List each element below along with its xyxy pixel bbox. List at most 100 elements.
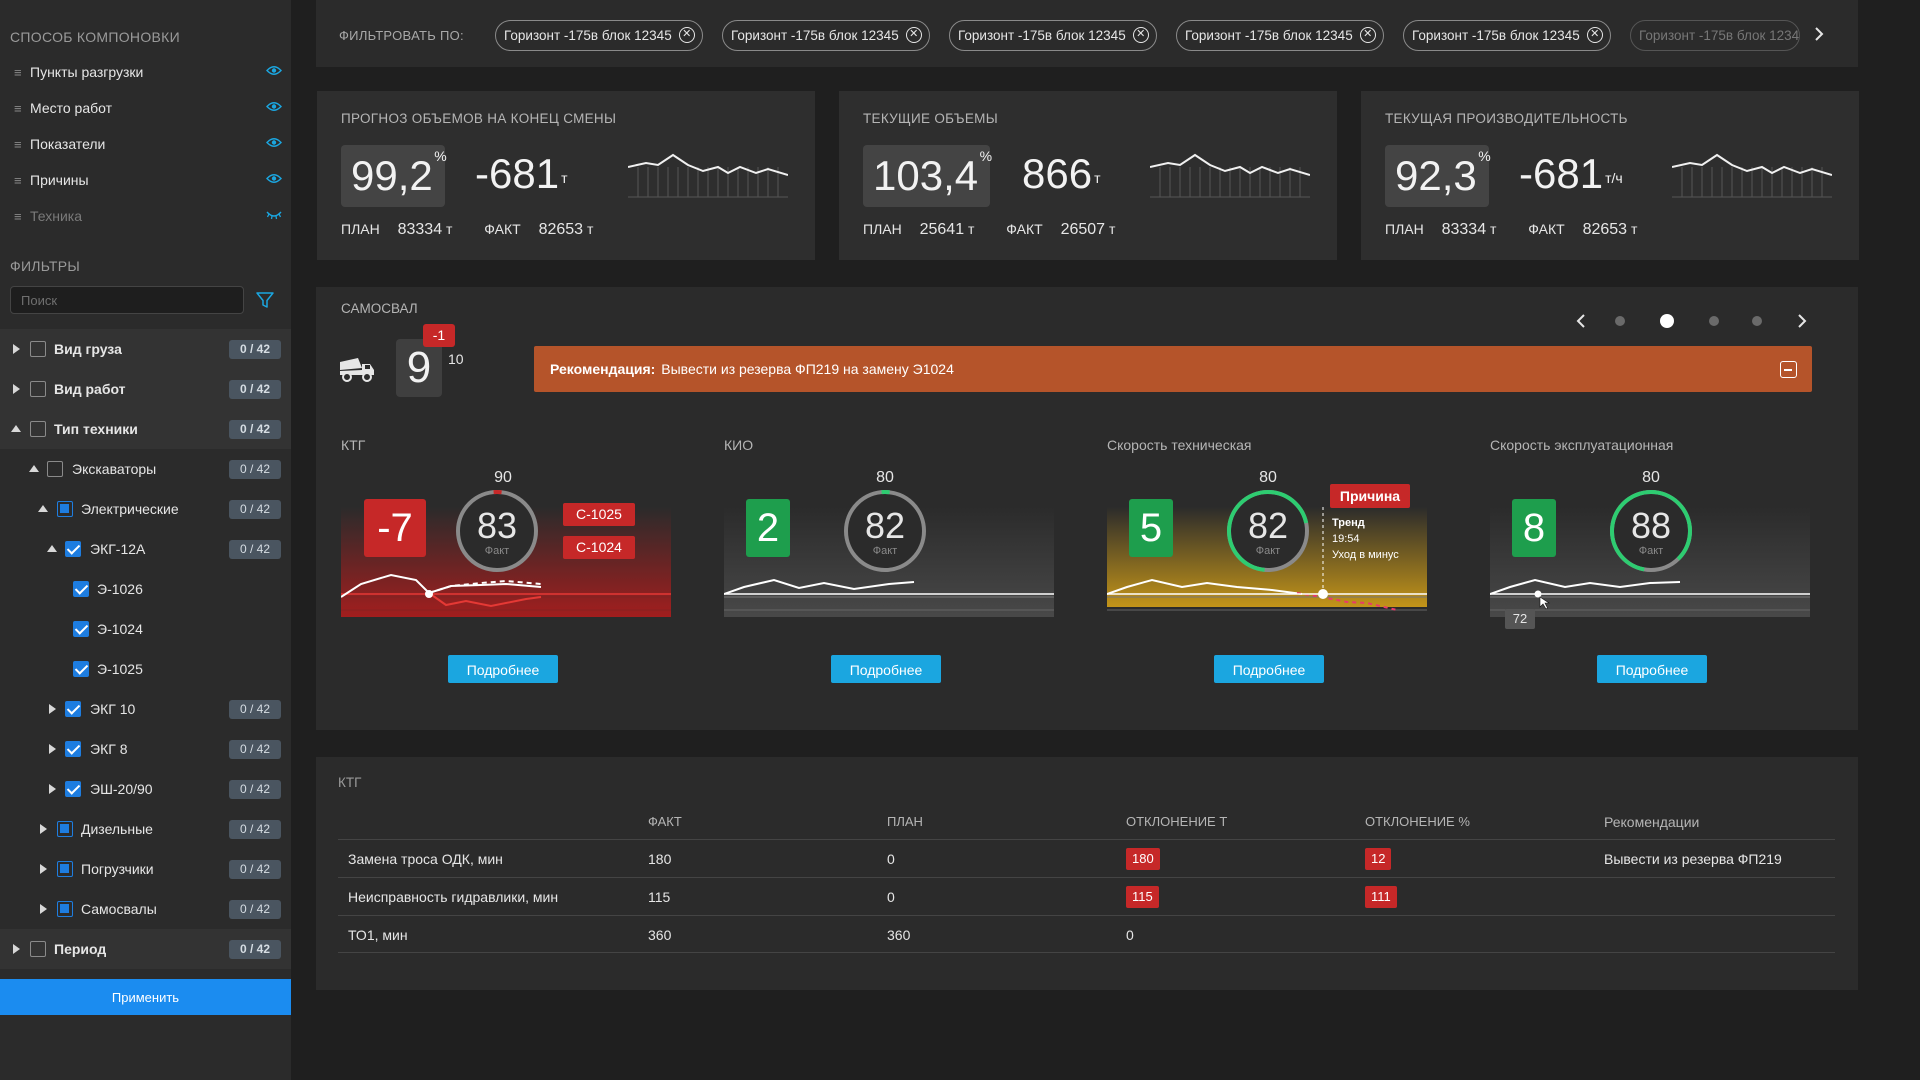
checkbox-checked[interactable] [65,781,81,797]
tree-row-e-1025[interactable]: Э-1025 [0,649,291,689]
checkbox-checked[interactable] [73,581,89,597]
eye-icon[interactable] [266,137,282,148]
filter-icon[interactable] [255,290,275,310]
column-header-deviation-t[interactable]: ОТКЛОНЕНИЕ Т [1126,814,1228,829]
drag-handle-icon[interactable]: ≡ [14,100,22,116]
pager-dot[interactable] [1615,316,1625,326]
tag-c1025[interactable]: С-1025 [563,503,635,526]
close-icon[interactable]: ✕ [1359,27,1376,43]
checkbox-checked[interactable] [73,621,89,637]
layout-item-unloading[interactable]: ≡ Пункты разгрузки [14,62,282,82]
drag-handle-icon[interactable]: ≡ [14,172,22,188]
tree-row-ekg-8[interactable]: ЭКГ 8 0 / 42 [0,729,291,769]
checkbox-partial[interactable] [57,501,73,517]
checkbox[interactable] [30,421,46,437]
close-icon[interactable]: ✕ [1586,27,1603,43]
filter-chip[interactable]: Горизонт -175в блок 12345 [1630,20,1800,51]
drag-handle-icon[interactable]: ≡ [14,64,22,80]
details-button[interactable]: Подробнее [1214,655,1324,683]
expand-arrow-icon[interactable] [40,864,47,874]
tree-row-cargo-type[interactable]: Вид груза 0 / 42 [0,329,291,369]
checkbox[interactable] [30,341,46,357]
drag-handle-icon[interactable]: ≡ [14,136,22,152]
checkbox-checked[interactable] [73,661,89,677]
expand-arrow-icon[interactable] [49,784,56,794]
filter-chip[interactable]: Горизонт -175в блок 12345 ✕ [722,20,930,51]
tree-row-loaders[interactable]: Погрузчики 0 / 42 [0,849,291,889]
details-button[interactable]: Подробнее [831,655,941,683]
table-row[interactable]: Неисправность гидравлики, мин 115 0 115 … [338,877,1835,915]
checkbox-checked[interactable] [65,741,81,757]
reason-badge[interactable]: Причина [1330,484,1410,508]
search-input[interactable] [10,286,244,314]
eye-icon[interactable] [266,101,282,112]
pager-dot-active[interactable] [1660,314,1674,328]
expand-arrow-icon[interactable] [49,704,56,714]
checkbox-partial[interactable] [57,861,73,877]
eye-off-icon[interactable] [266,209,282,220]
eye-icon[interactable] [266,173,282,184]
expand-arrow-icon[interactable] [13,944,20,954]
column-header-plan[interactable]: ПЛАН [887,814,923,829]
filter-chip[interactable]: Горизонт -175в блок 12345 ✕ [495,20,703,51]
collapse-arrow-icon[interactable] [29,465,39,472]
tree-row-work-type[interactable]: Вид работ 0 / 42 [0,369,291,409]
checkbox[interactable] [30,381,46,397]
expand-arrow-icon[interactable] [13,344,20,354]
checkbox-checked[interactable] [65,701,81,717]
collapse-arrow-icon[interactable] [11,425,21,432]
apply-button[interactable]: Применить [0,979,291,1015]
filter-chip[interactable]: Горизонт -175в блок 12345 ✕ [1403,20,1611,51]
eye-icon[interactable] [266,65,282,76]
tree-row-ekg-12a[interactable]: ЭКГ-12А 0 / 42 [0,529,291,569]
pager-dot[interactable] [1752,316,1762,326]
tree-row-e-1026[interactable]: Э-1026 [0,569,291,609]
close-icon[interactable]: ✕ [905,27,922,43]
checkbox[interactable] [47,461,63,477]
tree-row-ekg-10[interactable]: ЭКГ 10 0 / 42 [0,689,291,729]
count-badge: 0 / 42 [229,460,281,479]
pager-dot[interactable] [1709,316,1719,326]
checkbox[interactable] [30,941,46,957]
tree-row-diesel[interactable]: Дизельные 0 / 42 [0,809,291,849]
expand-arrow-icon[interactable] [40,904,47,914]
column-header-recommendations[interactable]: Рекомендации [1604,814,1700,830]
close-icon[interactable]: ✕ [678,27,695,43]
details-button[interactable]: Подробнее [448,655,558,683]
tree-row-e-1024[interactable]: Э-1024 [0,609,291,649]
tag-c1024[interactable]: С-1024 [563,536,635,559]
chevron-right-icon[interactable] [1793,310,1811,332]
tree-row-excavators[interactable]: Экскаваторы 0 / 42 [0,449,291,489]
minimize-icon[interactable] [1780,361,1797,378]
tree-row-electric[interactable]: Электрические 0 / 42 [0,489,291,529]
chevron-right-icon[interactable] [1807,20,1831,48]
chevron-left-icon[interactable] [1572,310,1590,332]
tree-row-period[interactable]: Период 0 / 42 [0,929,291,969]
layout-item-workplace[interactable]: ≡ Место работ [14,98,282,118]
close-icon[interactable]: ✕ [1132,27,1149,43]
expand-arrow-icon[interactable] [13,384,20,394]
layout-item-indicators[interactable]: ≡ Показатели [14,134,282,154]
tree-row-equipment-type[interactable]: Тип техники 0 / 42 [0,409,291,449]
collapse-arrow-icon[interactable] [47,545,57,552]
details-button[interactable]: Подробнее [1597,655,1707,683]
checkbox-partial[interactable] [57,901,73,917]
layout-item-equipment[interactable]: ≡ Техника [14,206,282,226]
table-row[interactable]: Замена троса ОДК, мин 180 0 180 12 Вывес… [338,839,1835,877]
expand-arrow-icon[interactable] [49,744,56,754]
drag-handle-icon[interactable]: ≡ [14,208,22,224]
checkbox-partial[interactable] [57,821,73,837]
column-header-deviation-pct[interactable]: ОТКЛОНЕНИЕ % [1365,814,1470,829]
collapse-arrow-icon[interactable] [38,505,48,512]
table-row[interactable]: ТО1, мин 360 360 0 [338,915,1835,953]
filter-chip[interactable]: Горизонт -175в блок 12345 ✕ [1176,20,1384,51]
tree-row-esh-20-90[interactable]: ЭШ-20/90 0 / 42 [0,769,291,809]
filter-chip[interactable]: Горизонт -175в блок 12345 ✕ [949,20,1157,51]
expand-arrow-icon[interactable] [40,824,47,834]
gauge-tech-speed: Скорость техническая 5 80 82 Факт Причин… [1107,437,1437,697]
column-header-fact[interactable]: ФАКТ [648,814,682,829]
layout-item-reasons[interactable]: ≡ Причины [14,170,282,190]
cell-deviation-t: 115 [1126,886,1159,908]
checkbox-checked[interactable] [65,541,81,557]
tree-row-dump-trucks[interactable]: Самосвалы 0 / 42 [0,889,291,929]
